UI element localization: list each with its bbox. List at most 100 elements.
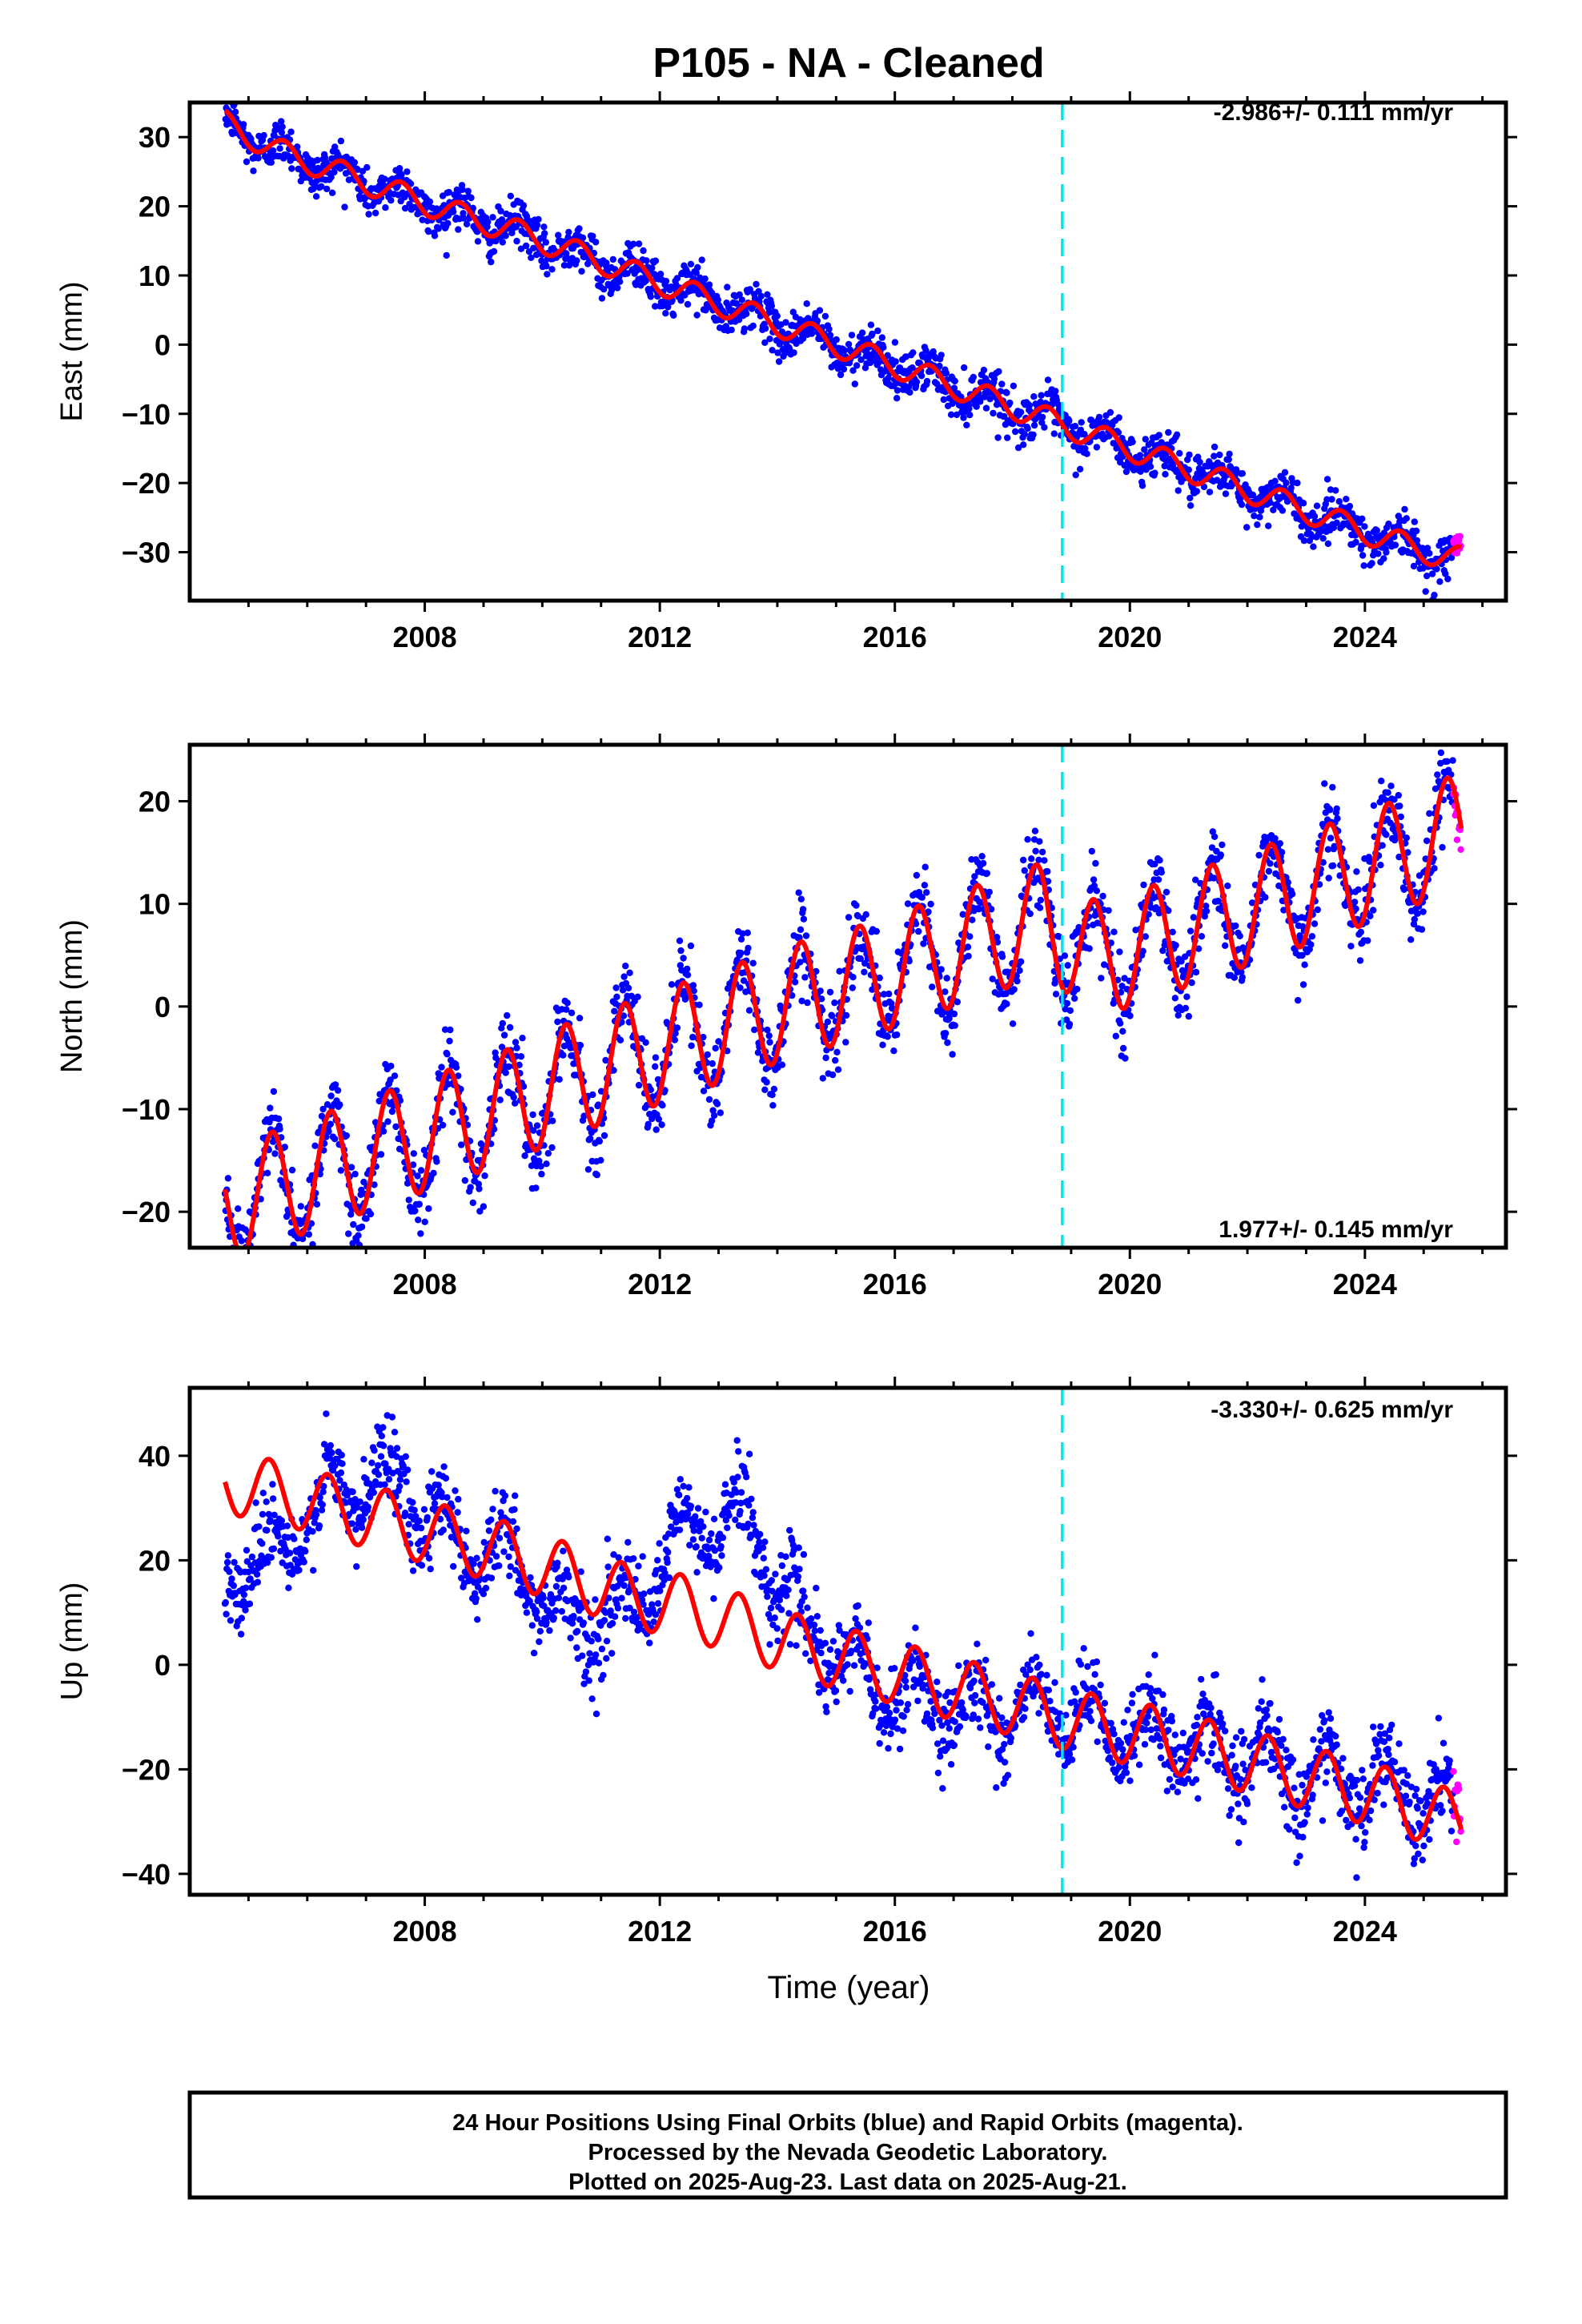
- final-orbit-point: [463, 1527, 470, 1535]
- final-orbit-point: [441, 1026, 449, 1033]
- y-tick-label: −20: [122, 467, 171, 500]
- final-orbit-point: [255, 1523, 263, 1530]
- final-orbit-point: [530, 244, 537, 251]
- final-orbit-point: [1412, 527, 1420, 535]
- final-orbit-point: [227, 1617, 235, 1624]
- final-orbit-point: [690, 987, 697, 995]
- final-orbit-point: [492, 1553, 500, 1560]
- final-orbit-point: [893, 1031, 901, 1039]
- final-orbit-point: [1283, 479, 1290, 487]
- final-orbit-point: [714, 296, 721, 304]
- final-orbit-point: [687, 1502, 695, 1510]
- final-orbit-point: [511, 1506, 518, 1514]
- final-orbit-point: [1238, 501, 1246, 509]
- final-orbit-point: [622, 963, 629, 970]
- final-orbit-point: [315, 1522, 323, 1530]
- final-orbit-point: [1353, 868, 1360, 875]
- final-orbit-point: [635, 1562, 642, 1570]
- final-orbit-point: [804, 999, 811, 1007]
- final-orbit-point: [1186, 927, 1195, 935]
- final-orbit-point: [222, 1598, 229, 1606]
- final-orbit-point: [554, 1559, 561, 1567]
- final-orbit-point: [544, 271, 551, 278]
- final-orbit-point: [592, 1596, 599, 1603]
- final-orbit-point: [388, 1108, 396, 1116]
- final-orbit-point: [869, 330, 876, 338]
- final-orbit-point: [816, 307, 824, 314]
- east-panel: 2008 2012 2016 2020 20243020100−10−20−30East…: [55, 91, 1517, 653]
- final-orbit-point: [1367, 912, 1374, 920]
- final-orbit-point: [303, 1536, 310, 1544]
- final-orbit-point: [808, 330, 816, 337]
- final-orbit-point: [243, 1263, 250, 1269]
- final-orbit-point: [946, 1015, 953, 1022]
- final-orbit-point: [255, 155, 262, 162]
- final-orbit-point: [704, 1051, 711, 1059]
- final-orbit-point: [619, 987, 627, 994]
- final-orbit-point: [427, 1566, 434, 1573]
- final-orbit-point: [459, 186, 466, 193]
- final-orbit-point: [1319, 535, 1327, 542]
- final-orbit-point: [842, 1039, 849, 1046]
- final-orbit-point: [795, 889, 802, 896]
- final-orbit-point: [1236, 932, 1243, 940]
- final-orbit-point: [375, 1462, 382, 1470]
- final-orbit-point: [979, 859, 987, 867]
- final-orbit-point: [1044, 868, 1051, 875]
- final-orbit-point: [1055, 405, 1063, 413]
- final-orbit-point: [725, 1512, 733, 1519]
- final-orbit-point: [337, 1469, 345, 1477]
- final-orbit-point: [438, 1063, 445, 1071]
- final-orbit-point: [1330, 524, 1338, 532]
- final-orbit-point: [278, 1517, 286, 1525]
- final-orbit-point: [1211, 452, 1218, 460]
- final-orbit-point: [410, 1150, 417, 1157]
- final-orbit-point: [797, 895, 805, 903]
- final-orbit-point: [1110, 928, 1118, 935]
- final-orbit-point: [350, 1220, 357, 1228]
- final-orbit-point: [473, 1554, 480, 1562]
- final-orbit-point: [819, 1075, 826, 1082]
- final-orbit-point: [1200, 483, 1208, 491]
- final-orbit-point: [455, 1495, 462, 1503]
- x-tick-label: 2024: [1333, 621, 1397, 653]
- final-orbit-point: [624, 984, 632, 992]
- final-orbit-point: [405, 1521, 412, 1528]
- final-orbit-point: [472, 1594, 480, 1602]
- final-orbit-point: [425, 227, 432, 235]
- final-orbit-point: [611, 1613, 619, 1620]
- final-orbit-point: [248, 1553, 256, 1561]
- final-orbit-point: [1076, 465, 1084, 472]
- final-orbit-point: [918, 894, 926, 901]
- final-orbit-point: [905, 957, 913, 965]
- final-orbit-point: [652, 1126, 660, 1133]
- final-orbit-point: [1276, 840, 1284, 847]
- y-tick-label: 20: [139, 191, 171, 223]
- final-orbit-point: [1323, 476, 1331, 483]
- final-orbit-point: [1434, 771, 1441, 778]
- final-orbit-point: [912, 920, 920, 927]
- final-orbit-point: [552, 1582, 560, 1590]
- final-orbit-point: [656, 271, 665, 278]
- final-orbit-point: [1442, 570, 1449, 577]
- final-orbit-point: [1041, 857, 1048, 864]
- final-orbit-point: [765, 308, 773, 316]
- final-orbit-point: [696, 1001, 703, 1009]
- final-orbit-point: [560, 1051, 567, 1059]
- final-orbit-point: [226, 119, 233, 127]
- final-orbit-point: [576, 225, 583, 232]
- final-orbit-point: [327, 174, 335, 181]
- final-orbit-point: [307, 1220, 315, 1228]
- x-tick-label: 2008: [393, 621, 457, 653]
- final-orbit-point: [1171, 995, 1179, 1002]
- final-orbit-point: [1343, 496, 1350, 503]
- final-orbit-point: [1014, 977, 1021, 985]
- final-orbit-point: [684, 1494, 691, 1502]
- final-orbit-point: [1439, 843, 1446, 851]
- final-orbit-point: [435, 1482, 442, 1489]
- final-orbit-point: [951, 1022, 958, 1029]
- final-orbit-point: [796, 934, 803, 941]
- final-orbit-point: [264, 1169, 271, 1177]
- east-y-axis-label: East (mm): [55, 281, 89, 421]
- final-orbit-point: [580, 1112, 588, 1120]
